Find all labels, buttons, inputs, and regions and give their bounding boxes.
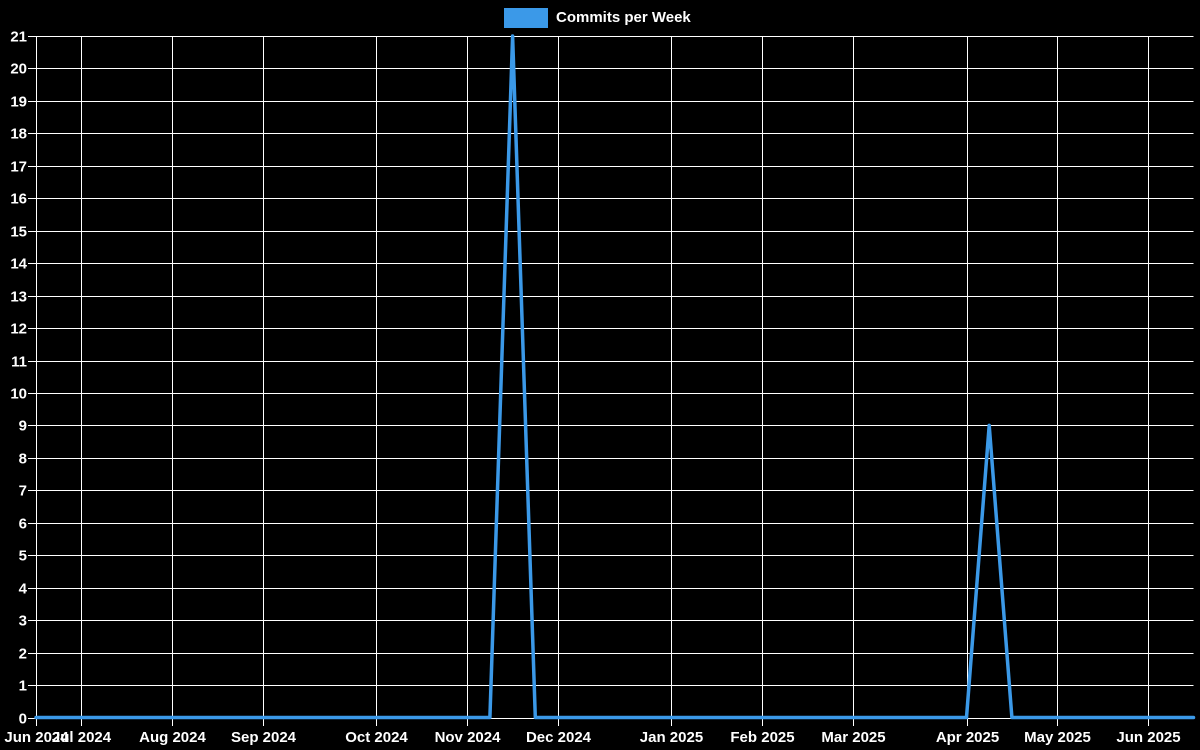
x-tick-label: Jun 2025	[1116, 729, 1180, 746]
y-tick-label: 4	[19, 581, 28, 598]
x-gridlines	[36, 36, 1149, 718]
y-tick-label: 2	[19, 646, 27, 663]
x-tick-label: Feb 2025	[730, 729, 794, 746]
x-tick-label: Apr 2025	[936, 729, 999, 746]
y-tick-label: 19	[10, 94, 27, 111]
y-tick-label: 9	[19, 418, 27, 435]
x-tick-label: Sep 2024	[231, 729, 297, 746]
y-tick-label: 0	[19, 711, 27, 728]
y-tick-label: 17	[10, 159, 27, 176]
legend-label: Commits per Week	[556, 9, 691, 26]
x-tick-label: Nov 2024	[435, 729, 502, 746]
legend-swatch	[504, 8, 548, 28]
x-tick-label: May 2025	[1024, 729, 1091, 746]
y-tick-label: 15	[10, 224, 27, 241]
y-tick-label: 20	[10, 61, 27, 78]
x-tick-label: Aug 2024	[139, 729, 206, 746]
y-tick-label: 16	[10, 191, 27, 208]
y-tick-label: 14	[10, 256, 27, 273]
y-tick-label: 8	[19, 451, 27, 468]
y-tick-label: 10	[10, 386, 27, 403]
x-tick-label: Jan 2025	[640, 729, 703, 746]
y-tick-label: 11	[11, 354, 27, 371]
y-tick-label: 13	[10, 289, 27, 306]
x-tick-label: Mar 2025	[821, 729, 885, 746]
commits-line-series	[34, 34, 1196, 720]
y-tick-label: 3	[19, 613, 27, 630]
chart-legend: Commits per Week	[504, 7, 691, 29]
y-tick-label: 7	[19, 483, 27, 500]
y-tick-label: 12	[10, 321, 27, 338]
y-tick-label: 18	[10, 126, 27, 143]
y-tick-label: 1	[19, 678, 27, 695]
x-tick-label: Dec 2024	[526, 729, 592, 746]
y-tick-label: 6	[19, 516, 27, 533]
y-tick-label: 21	[10, 29, 27, 46]
x-tick-label: Oct 2024	[345, 729, 408, 746]
y-axis-ticks	[28, 36, 36, 719]
x-tick-label: Jul 2024	[52, 729, 112, 746]
x-tick-label: Jun 2024	[4, 729, 69, 746]
y-gridlines	[36, 36, 1194, 719]
y-tick-label: 5	[19, 548, 27, 565]
